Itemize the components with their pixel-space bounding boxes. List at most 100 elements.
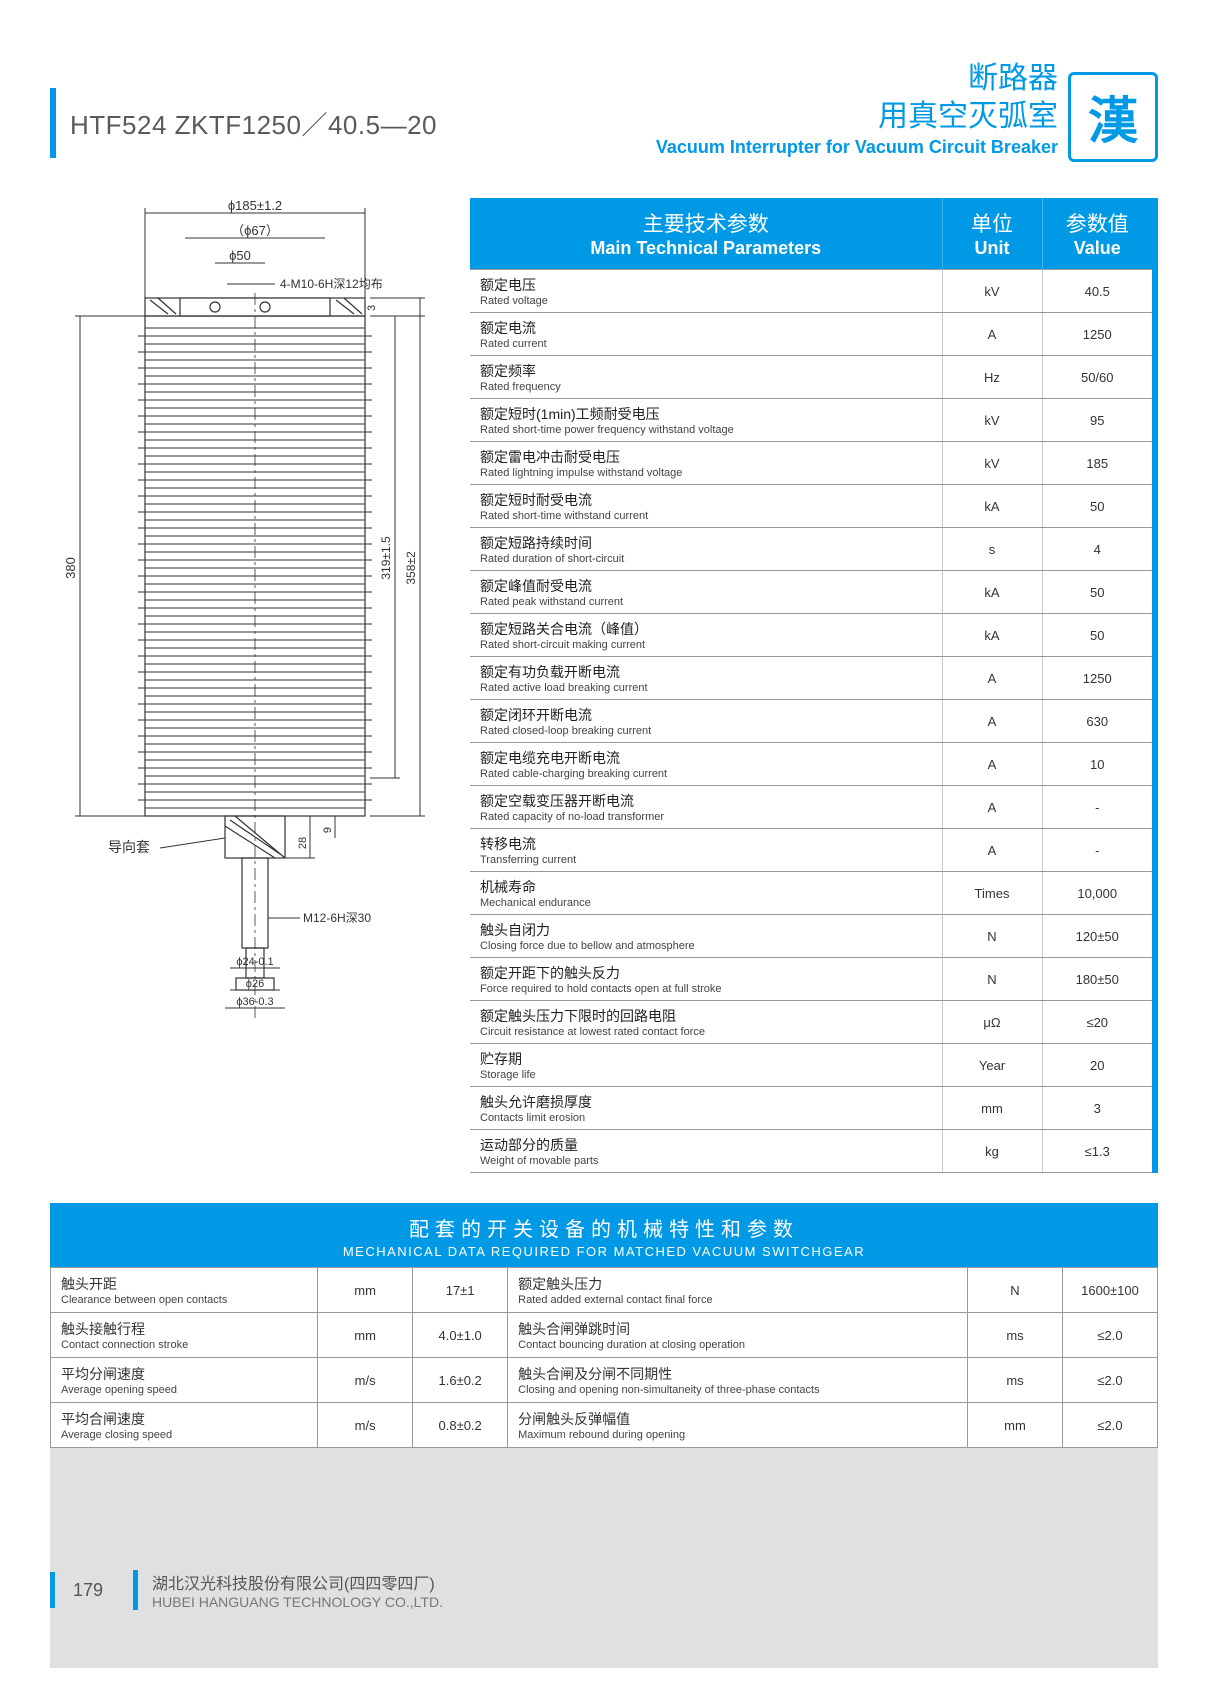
param-row: 额定有功负载开断电流Rated active load breaking cur…: [470, 657, 1152, 700]
logo-char: 漢: [1088, 81, 1138, 153]
param-value: 50/60: [1042, 356, 1152, 399]
mech-unit-r: ms: [968, 1358, 1063, 1403]
param-unit: kV: [942, 270, 1042, 313]
param-row: 额定闭环开断电流Rated closed-loop breaking curre…: [470, 700, 1152, 743]
param-label: 额定有功负载开断电流Rated active load breaking cur…: [470, 657, 942, 700]
param-unit: A: [942, 313, 1042, 356]
param-label: 额定电流Rated current: [470, 313, 942, 356]
param-unit: μΩ: [942, 1001, 1042, 1044]
param-label: 额定电缆充电开断电流Rated cable-charging breaking …: [470, 743, 942, 786]
param-row: 机械寿命Mechanical enduranceTimes10,000: [470, 872, 1152, 915]
th-params: 主要技术参数 Main Technical Parameters: [470, 198, 942, 270]
param-row: 额定电缆充电开断电流Rated cable-charging breaking …: [470, 743, 1152, 786]
param-value: 630: [1042, 700, 1152, 743]
param-value: 50: [1042, 485, 1152, 528]
dim-d24: ϕ24-0.1: [236, 956, 273, 968]
param-value: 10: [1042, 743, 1152, 786]
param-value: ≤20: [1042, 1001, 1152, 1044]
dim-h-total: 380: [63, 557, 78, 579]
param-row: 额定峰值耐受电流Rated peak withstand currentkA50: [470, 571, 1152, 614]
diagram-column: ϕ185±1.2 （ϕ67） ϕ50 4-M10-6H深12均布: [50, 198, 440, 1033]
dim-28: 28: [297, 837, 309, 849]
param-label: 运动部分的质量Weight of movable parts: [470, 1130, 942, 1173]
param-label: 机械寿命Mechanical endurance: [470, 872, 942, 915]
dim-d36: ϕ36-0.3: [236, 996, 273, 1008]
mech-unit-l: mm: [318, 1313, 413, 1358]
mech-label-r: 触头合闸及分闸不同期性Closing and opening non-simul…: [508, 1358, 968, 1403]
mech-val-l: 17±1: [413, 1268, 508, 1313]
param-unit: A: [942, 700, 1042, 743]
param-label: 额定闭环开断电流Rated closed-loop breaking curre…: [470, 700, 942, 743]
param-value: -: [1042, 786, 1152, 829]
param-label: 转移电流Transferring current: [470, 829, 942, 872]
param-unit: kA: [942, 485, 1042, 528]
mech-unit-r: N: [968, 1268, 1063, 1313]
param-unit: kV: [942, 399, 1042, 442]
param-unit: A: [942, 743, 1042, 786]
param-row: 转移电流Transferring currentA-: [470, 829, 1152, 872]
mech-label-l: 平均分闸速度Average opening speed: [51, 1358, 318, 1403]
param-value: -: [1042, 829, 1152, 872]
mech-row: 平均合闸速度Average closing speedm/s0.8±0.2分闸触…: [51, 1403, 1158, 1448]
logo: 漢: [1068, 72, 1158, 162]
mech-unit-r: mm: [968, 1403, 1063, 1448]
mech-row: 触头开距Clearance between open contactsmm17±…: [51, 1268, 1158, 1313]
dim-d2: （ϕ67）: [231, 223, 279, 238]
param-value: 120±50: [1042, 915, 1152, 958]
mech-unit-r: ms: [968, 1313, 1063, 1358]
param-value: ≤1.3: [1042, 1130, 1152, 1173]
param-row: 贮存期Storage lifeYear20: [470, 1044, 1152, 1087]
param-value: 185: [1042, 442, 1152, 485]
param-label: 额定空载变压器开断电流Rated capacity of no-load tra…: [470, 786, 942, 829]
param-row: 额定短路持续时间Rated duration of short-circuits…: [470, 528, 1152, 571]
param-label: 额定雷电冲击耐受电压Rated lightning impulse withst…: [470, 442, 942, 485]
mech-val-r: 1600±100: [1063, 1268, 1158, 1313]
dim-gap3: 3: [366, 305, 378, 311]
param-value: 50: [1042, 614, 1152, 657]
mech-label-l: 触头开距Clearance between open contacts: [51, 1268, 318, 1313]
mech-unit-l: m/s: [318, 1403, 413, 1448]
param-value: 40.5: [1042, 270, 1152, 313]
mech-val-r: ≤2.0: [1063, 1358, 1158, 1403]
param-unit: A: [942, 829, 1042, 872]
company-block: 湖北汉光科技股份有限公司(四四零四厂) HUBEI HANGUANG TECHN…: [133, 1570, 443, 1610]
accent-bar: [50, 88, 56, 158]
param-label: 贮存期Storage life: [470, 1044, 942, 1087]
dim-d3: ϕ50: [229, 248, 251, 263]
mech-header: 配套的开关设备的机械特性和参数 MECHANICAL DATA REQUIRED…: [50, 1203, 1158, 1267]
mech-label-r: 触头合闸弹跳时间Contact bouncing duration at clo…: [508, 1313, 968, 1358]
param-row: 运动部分的质量Weight of movable partskg≤1.3: [470, 1130, 1152, 1173]
param-unit: kV: [942, 442, 1042, 485]
dim-d1: ϕ185±1.2: [228, 198, 282, 213]
param-unit: s: [942, 528, 1042, 571]
mech-val-l: 1.6±0.2: [413, 1358, 508, 1403]
mech-val-l: 0.8±0.2: [413, 1403, 508, 1448]
param-row: 额定雷电冲击耐受电压Rated lightning impulse withst…: [470, 442, 1152, 485]
dim-h2: 358±2: [404, 551, 418, 585]
mech-header-cn: 配套的开关设备的机械特性和参数: [50, 1213, 1158, 1242]
header-right: 断路器 用真空灭弧室 Vacuum Interrupter for Vacuum…: [656, 60, 1158, 158]
param-unit: kA: [942, 614, 1042, 657]
mech-table: 触头开距Clearance between open contactsmm17±…: [50, 1267, 1158, 1448]
dim-h1: 319±1.5: [379, 536, 393, 580]
param-unit: mm: [942, 1087, 1042, 1130]
param-label: 额定短时(1min)工频耐受电压Rated short-time power f…: [470, 399, 942, 442]
mech-label-r: 分闸触头反弹幅值Maximum rebound during opening: [508, 1403, 968, 1448]
dim-d26: ϕ26: [246, 978, 264, 990]
param-unit: A: [942, 786, 1042, 829]
param-unit: Times: [942, 872, 1042, 915]
param-value: 3: [1042, 1087, 1152, 1130]
mech-header-en: MECHANICAL DATA REQUIRED FOR MATCHED VAC…: [50, 1244, 1158, 1259]
param-row: 额定电压Rated voltagekV40.5: [470, 270, 1152, 313]
footer: 179 湖北汉光科技股份有限公司(四四零四厂) HUBEI HANGUANG T…: [50, 1570, 443, 1610]
param-value: 10,000: [1042, 872, 1152, 915]
en-title: Vacuum Interrupter for Vacuum Circuit Br…: [656, 137, 1058, 158]
param-label: 额定频率Rated frequency: [470, 356, 942, 399]
param-row: 额定电流Rated currentA1250: [470, 313, 1152, 356]
param-row: 触头允许磨损厚度Contacts limit erosionmm3: [470, 1087, 1152, 1130]
param-unit: kg: [942, 1130, 1042, 1173]
mech-unit-l: m/s: [318, 1358, 413, 1403]
cn-title-2: 用真空灭弧室: [656, 98, 1058, 136]
param-row: 触头自闭力Closing force due to bellow and atm…: [470, 915, 1152, 958]
param-unit: Year: [942, 1044, 1042, 1087]
